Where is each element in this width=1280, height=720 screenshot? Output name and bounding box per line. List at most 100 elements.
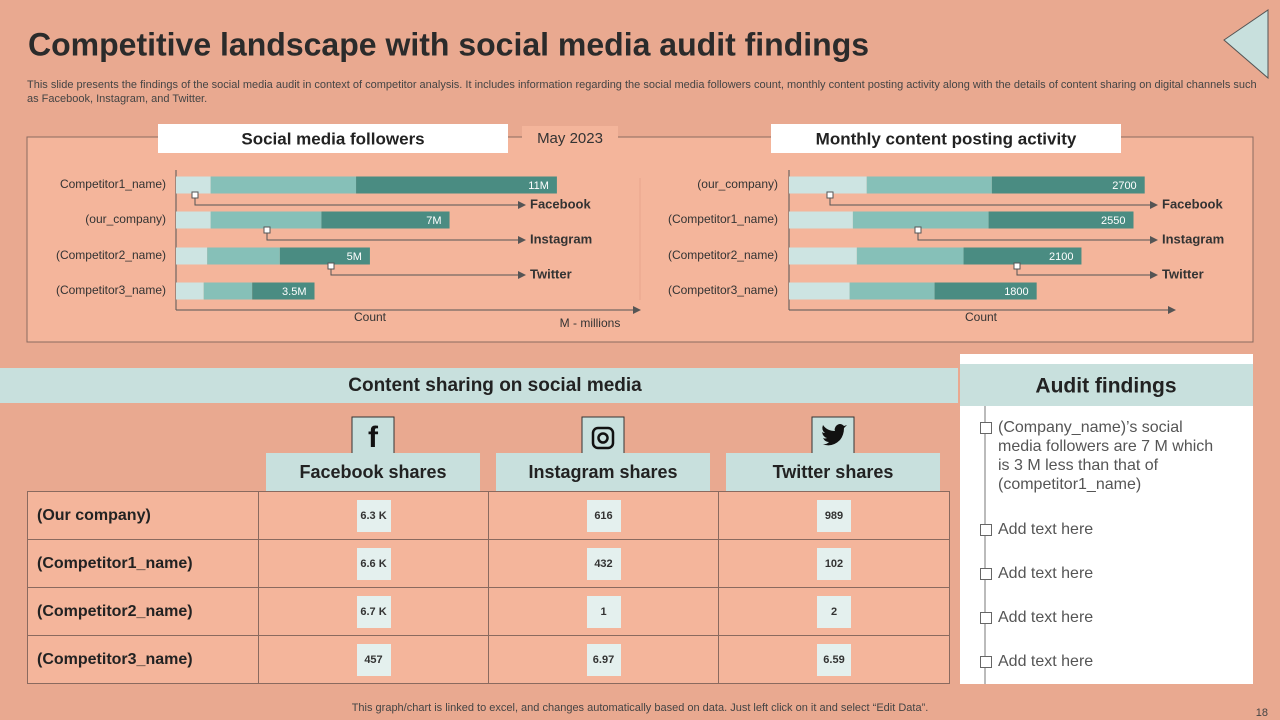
bar-segment: [210, 211, 322, 229]
cell-value: 457: [356, 643, 391, 676]
y-tick-label: (our_company): [697, 177, 778, 191]
table-cell: 432: [488, 539, 719, 588]
note: M - millions: [560, 316, 621, 330]
cell-value: 6.59: [817, 643, 851, 676]
column-header: Facebook shares: [266, 453, 480, 491]
bar-segment: [176, 176, 211, 194]
table-cell: 616: [488, 491, 719, 540]
table-cell: (Our company): [27, 491, 259, 540]
table-cell: (Competitor2_name): [27, 587, 259, 636]
table-cell: 6.7 K: [258, 587, 489, 636]
y-tick-label: (our_company): [85, 212, 166, 226]
bar-segment: [866, 176, 992, 194]
twitter-glyph: [822, 424, 847, 446]
column-header: Twitter shares: [726, 453, 940, 491]
date: May 2023: [537, 130, 603, 147]
y-tick-label: (Competitor3_name): [668, 283, 778, 297]
callout-marker: [191, 191, 199, 199]
y-tick-label: Competitor1_name): [60, 177, 166, 191]
bar-segment: [789, 176, 867, 194]
cell-value: 6.3 K: [356, 499, 391, 532]
bar-label: 2100: [1049, 251, 1073, 263]
table-cell: 457: [258, 635, 489, 684]
table-cell: 1: [488, 587, 719, 636]
audit-checkbox: [980, 612, 992, 624]
audit-checkbox: [980, 656, 992, 668]
bar-label: 2550: [1101, 215, 1125, 227]
audit-item: (Company_name)’s social media followers …: [998, 419, 1214, 493]
cell-value: 2: [817, 595, 851, 628]
audit-item: Add text here: [998, 653, 1094, 670]
callout-marker: [914, 226, 922, 234]
footer: This graph/chart is linked to excel, and…: [352, 702, 929, 714]
callout-label: Instagram: [530, 231, 592, 246]
row-label: (Competitor2_name): [37, 602, 193, 620]
title: Competitive landscape with social media …: [28, 26, 869, 62]
audit-item: Add text here: [998, 521, 1094, 538]
bar-segment: [207, 247, 280, 265]
callout-marker: [327, 262, 335, 270]
bar-label: 2700: [1112, 180, 1136, 192]
table-cell: 6.97: [488, 635, 719, 684]
table-cell: 6.6 K: [258, 539, 489, 588]
callout-label: Facebook: [530, 196, 591, 211]
icons: f: [351, 416, 855, 460]
audit-checkbox: [980, 422, 992, 434]
bar-segment: [856, 247, 964, 265]
chart-title: Monthly content posting activity: [816, 129, 1077, 148]
cell-value: 102: [817, 547, 851, 580]
date-box: [522, 126, 618, 152]
page-number: 18: [1256, 707, 1268, 719]
bar-segment: [991, 176, 1145, 194]
table-header: Content sharing on social media: [348, 375, 642, 396]
cell-value: 989: [817, 499, 851, 532]
cell-value: 1: [586, 595, 621, 628]
bar-segment: [988, 211, 1134, 229]
facebook-icon: [351, 416, 395, 460]
instagram-icon: [581, 416, 625, 460]
x-axis-label: Count: [965, 310, 998, 324]
bar-segment: [279, 247, 370, 265]
callout-label: Twitter: [530, 266, 572, 281]
audit-item: Add text here: [998, 565, 1094, 582]
cell-value: 6.6 K: [356, 547, 391, 580]
bar-segment: [789, 282, 850, 300]
bar-segment: [934, 282, 1037, 300]
audit-checkbox: [980, 524, 992, 536]
table-cell: 102: [718, 539, 950, 588]
bar-segment: [176, 282, 204, 300]
row-label: (Competitor1_name): [37, 554, 193, 572]
y-tick-label: (Competitor1_name): [668, 212, 778, 226]
facebook-glyph: f: [368, 421, 379, 454]
bar-label: 11M: [528, 180, 549, 192]
callout-marker: [263, 226, 271, 234]
decor-triangle: [1223, 9, 1269, 80]
audit-panel: [960, 354, 1253, 684]
callout-marker: [1013, 262, 1021, 270]
bar-label: 3.5M: [282, 286, 306, 298]
table-cell: 2: [718, 587, 950, 636]
chart-title-box: [771, 124, 1121, 153]
row-label: (Competitor3_name): [37, 650, 193, 668]
bar-segment: [963, 247, 1082, 265]
audit-header-band: [960, 364, 1253, 406]
callout-label: Facebook: [1162, 196, 1223, 211]
table-header-band: [0, 368, 958, 403]
callout-label: Twitter: [1162, 266, 1204, 281]
bar-segment: [252, 282, 315, 300]
bar-segment: [789, 247, 857, 265]
bar-segment: [321, 211, 450, 229]
bar-segment: [356, 176, 557, 194]
table-cell: (Competitor3_name): [27, 635, 259, 684]
bar-segment: [210, 176, 357, 194]
bar-label: 7M: [426, 215, 441, 227]
table-cell: (Competitor1_name): [27, 539, 259, 588]
callout-label: Instagram: [1162, 231, 1224, 246]
bar-segment: [203, 282, 253, 300]
bar-label: 1800: [1004, 286, 1028, 298]
table-cell: 989: [718, 491, 950, 540]
bar-segment: [789, 211, 853, 229]
subtitle: This slide presents the findings of the …: [27, 79, 1257, 105]
